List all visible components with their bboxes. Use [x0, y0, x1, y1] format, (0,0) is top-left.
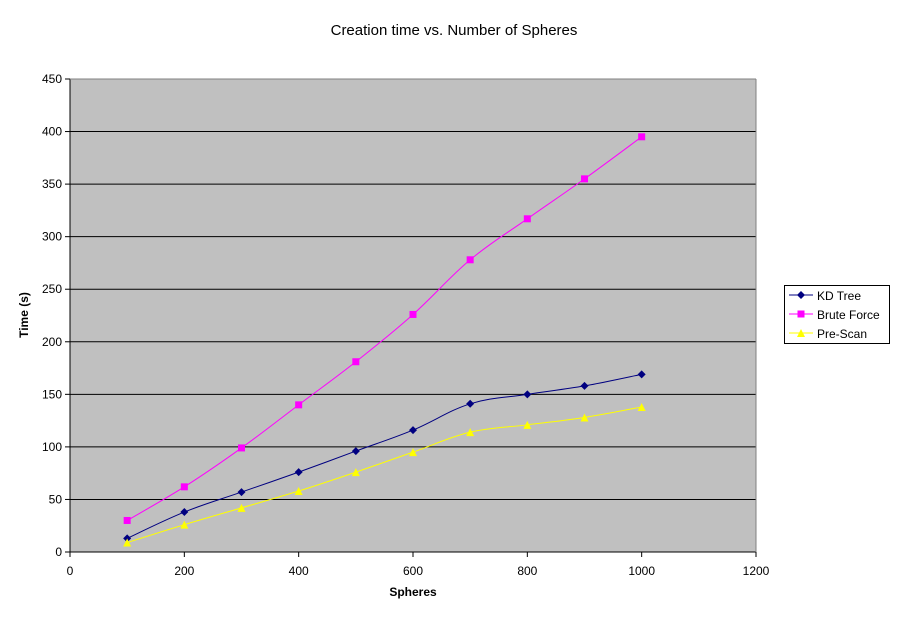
data-point-brute-force-300: [238, 444, 245, 452]
y-axis-label: Time (s): [17, 292, 31, 338]
x-tick-label: 400: [289, 564, 309, 578]
data-point-pre-scan-400: [294, 487, 303, 496]
data-point-pre-scan-200: [180, 520, 189, 529]
x-tick-labels: 0 200 400 600 800 1000 1200: [67, 564, 770, 578]
y-tick-label: 50: [49, 492, 63, 506]
y-tick-label: 100: [42, 440, 62, 454]
data-point-brute-force-100: [123, 516, 131, 524]
data-point-brute-force-500: [352, 358, 360, 366]
data-point-pre-scan-300: [237, 503, 246, 512]
data-point-pre-scan-900: [580, 413, 589, 422]
x-axis-label: Spheres: [389, 585, 437, 599]
x-tick-label: 200: [174, 564, 194, 578]
legend-label-pre-scan: Pre-Scan: [817, 327, 868, 341]
data-point-kd-tree-900: [580, 381, 589, 390]
data-point-brute-force-700: [466, 256, 474, 264]
data-point-pre-scan-500: [351, 468, 360, 477]
y-tick-label: 400: [42, 125, 62, 139]
data-point-brute-force-800: [523, 215, 531, 223]
legend-swatch-brute-force: [789, 310, 813, 318]
x-tick-label: 0: [67, 564, 74, 578]
x-tick-label: 1000: [628, 564, 655, 578]
legend-item-brute-force: Brute Force: [785, 305, 889, 324]
data-point-brute-force-200: [180, 483, 188, 491]
data-point-kd-tree-500: [351, 447, 360, 456]
legend-swatch-kd-tree: [789, 291, 813, 299]
legend: KD Tree Brute Force Pre-Scan: [784, 285, 890, 344]
data-point-brute-force-1000: [638, 133, 646, 141]
data-point-pre-scan-800: [523, 420, 532, 429]
data-point-pre-scan-100: [123, 538, 132, 547]
series-line-kd-tree: [126, 373, 642, 539]
y-tick-label: 350: [42, 177, 62, 191]
data-point-kd-tree-200: [180, 508, 189, 517]
y-tick-label: 250: [42, 282, 62, 296]
series-line-pre-scan: [127, 406, 642, 544]
data-point-brute-force-400: [295, 401, 303, 409]
data-point-pre-scan-1000: [637, 402, 646, 411]
data-point-kd-tree-300: [237, 488, 246, 497]
y-tick-label: 200: [42, 335, 62, 349]
data-point-kd-tree-1000: [637, 370, 646, 379]
y-tick-labels: 0 50 100 150 200 250 300 350 400 450: [42, 72, 62, 559]
data-point-kd-tree-400: [294, 468, 303, 477]
legend-swatch-pre-scan: [789, 329, 813, 337]
y-tick-label: 0: [55, 545, 62, 559]
legend-label-brute-force: Brute Force: [817, 308, 880, 322]
data-point-kd-tree-700: [466, 399, 475, 408]
x-tick-label: 800: [517, 564, 537, 578]
axes: [65, 78, 757, 557]
data-point-brute-force-900: [581, 175, 588, 183]
data-point-kd-tree-600: [409, 426, 417, 435]
y-tick-label: 150: [42, 387, 62, 401]
series-group: [123, 133, 646, 547]
data-point-kd-tree-800: [523, 390, 532, 399]
series-line-brute-force: [126, 136, 642, 521]
x-tick-label: 600: [403, 564, 423, 578]
data-point-pre-scan-600: [409, 448, 417, 457]
chart-title: Creation time vs. Number of Spheres: [330, 22, 578, 39]
data-point-pre-scan-700: [466, 428, 475, 437]
legend-item-kd-tree: KD Tree: [785, 286, 889, 305]
data-point-kd-tree-100: [123, 534, 132, 543]
y-tick-label: 450: [42, 72, 62, 86]
legend-item-pre-scan: Pre-Scan: [785, 324, 889, 343]
data-point-brute-force-600: [409, 310, 417, 318]
x-tick-label: 1200: [743, 564, 770, 578]
legend-label-kd-tree: KD Tree: [817, 289, 862, 303]
y-tick-label: 300: [42, 230, 62, 244]
